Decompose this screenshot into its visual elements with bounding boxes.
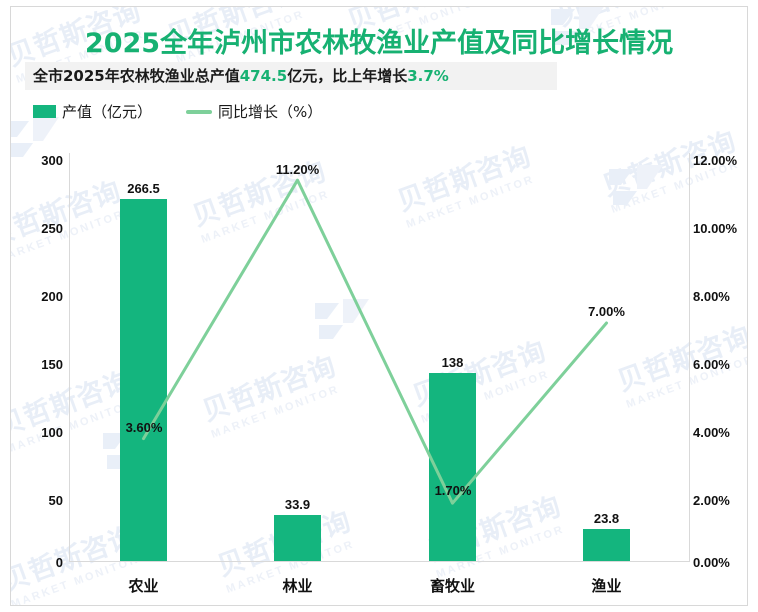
y-axis-right-tick: 10.00% — [693, 221, 738, 236]
x-axis-category-animal-husbandry: 畜牧业 — [429, 577, 475, 595]
growth-rate-polyline — [142, 178, 608, 505]
legend-item-growth-rate[interactable]: 同比增长（%） — [186, 101, 322, 122]
line-value-label-forestry: 11.20% — [275, 162, 320, 177]
line-value-label-fishery: 7.00% — [588, 304, 625, 319]
bar-value-label-fishery: 23.8 — [593, 511, 620, 526]
plot-area: 300 250 200 150 100 50 0 12.00% 10.00% 8… — [11, 7, 747, 605]
subtitle-band — [25, 62, 557, 90]
x-axis-category-agriculture: 农业 — [128, 577, 159, 595]
subtitle-total-value: 474.5 — [239, 67, 288, 85]
y-axis-left-line — [69, 153, 70, 562]
bar-fishery[interactable] — [583, 529, 630, 561]
y-axis-right-tick: 4.00% — [693, 425, 730, 440]
bar-animal-husbandry[interactable] — [429, 373, 476, 561]
y-axis-right-tick: 6.00% — [693, 357, 730, 372]
chart-title: 2025全年泸州市农林牧渔业产值及同比增长情况 — [84, 28, 674, 59]
x-axis-category-fishery: 渔业 — [591, 577, 622, 595]
legend-line-icon — [186, 109, 213, 114]
y-axis-right-tick: 0.00% — [693, 555, 730, 570]
subtitle-middle: 亿元，比上年增长 — [287, 67, 408, 85]
axis-baseline — [69, 561, 689, 562]
y-axis-left-tick: 0 — [55, 555, 63, 570]
legend-label-output-value: 产值（亿元） — [62, 103, 153, 121]
y-axis-right-tick: 8.00% — [693, 289, 730, 304]
bar-value-label-animal-husbandry: 138 — [441, 355, 464, 370]
y-axis-right-line — [689, 153, 690, 562]
legend-label-growth-rate: 同比增长（%） — [218, 103, 323, 121]
subtitle-prefix: 全市2025年农林牧渔业总产值 — [33, 67, 240, 85]
legend-item-output-value[interactable]: 产值（亿元） — [33, 101, 152, 122]
chart-container: 贝哲斯咨询 MARKET MONITOR 贝哲斯咨询 MARKET MONITO… — [10, 6, 748, 606]
bar-agriculture[interactable] — [120, 199, 167, 561]
y-axis-left-tick: 150 — [41, 357, 63, 372]
y-axis-right-tick: 2.00% — [693, 493, 730, 508]
x-axis-category-forestry: 林业 — [282, 577, 313, 595]
bar-forestry[interactable] — [274, 515, 321, 561]
bar-value-label-forestry: 33.9 — [284, 497, 311, 512]
subtitle-growth-value: 3.7% — [407, 67, 449, 85]
y-axis-left-tick: 300 — [41, 153, 63, 168]
y-axis-left-tick: 250 — [41, 221, 63, 236]
line-value-label-agriculture: 3.60% — [125, 420, 163, 435]
legend-square-icon — [33, 105, 56, 118]
growth-rate-line-series — [142, 178, 608, 505]
bar-value-label-agriculture: 266.5 — [127, 181, 160, 196]
line-value-label-animal-husbandry: 1.70% — [434, 483, 472, 498]
chart-legend: 产值（亿元） 同比增长（%） — [33, 101, 322, 122]
chart-subtitle: 全市2025年农林牧渔业总产值474.5亿元，比上年增长3.7% — [33, 65, 449, 86]
y-axis-left-tick: 200 — [41, 289, 63, 304]
y-axis-left-tick: 100 — [41, 425, 63, 440]
y-axis-right-tick: 12.00% — [693, 153, 738, 168]
y-axis-left-tick: 50 — [48, 493, 63, 508]
